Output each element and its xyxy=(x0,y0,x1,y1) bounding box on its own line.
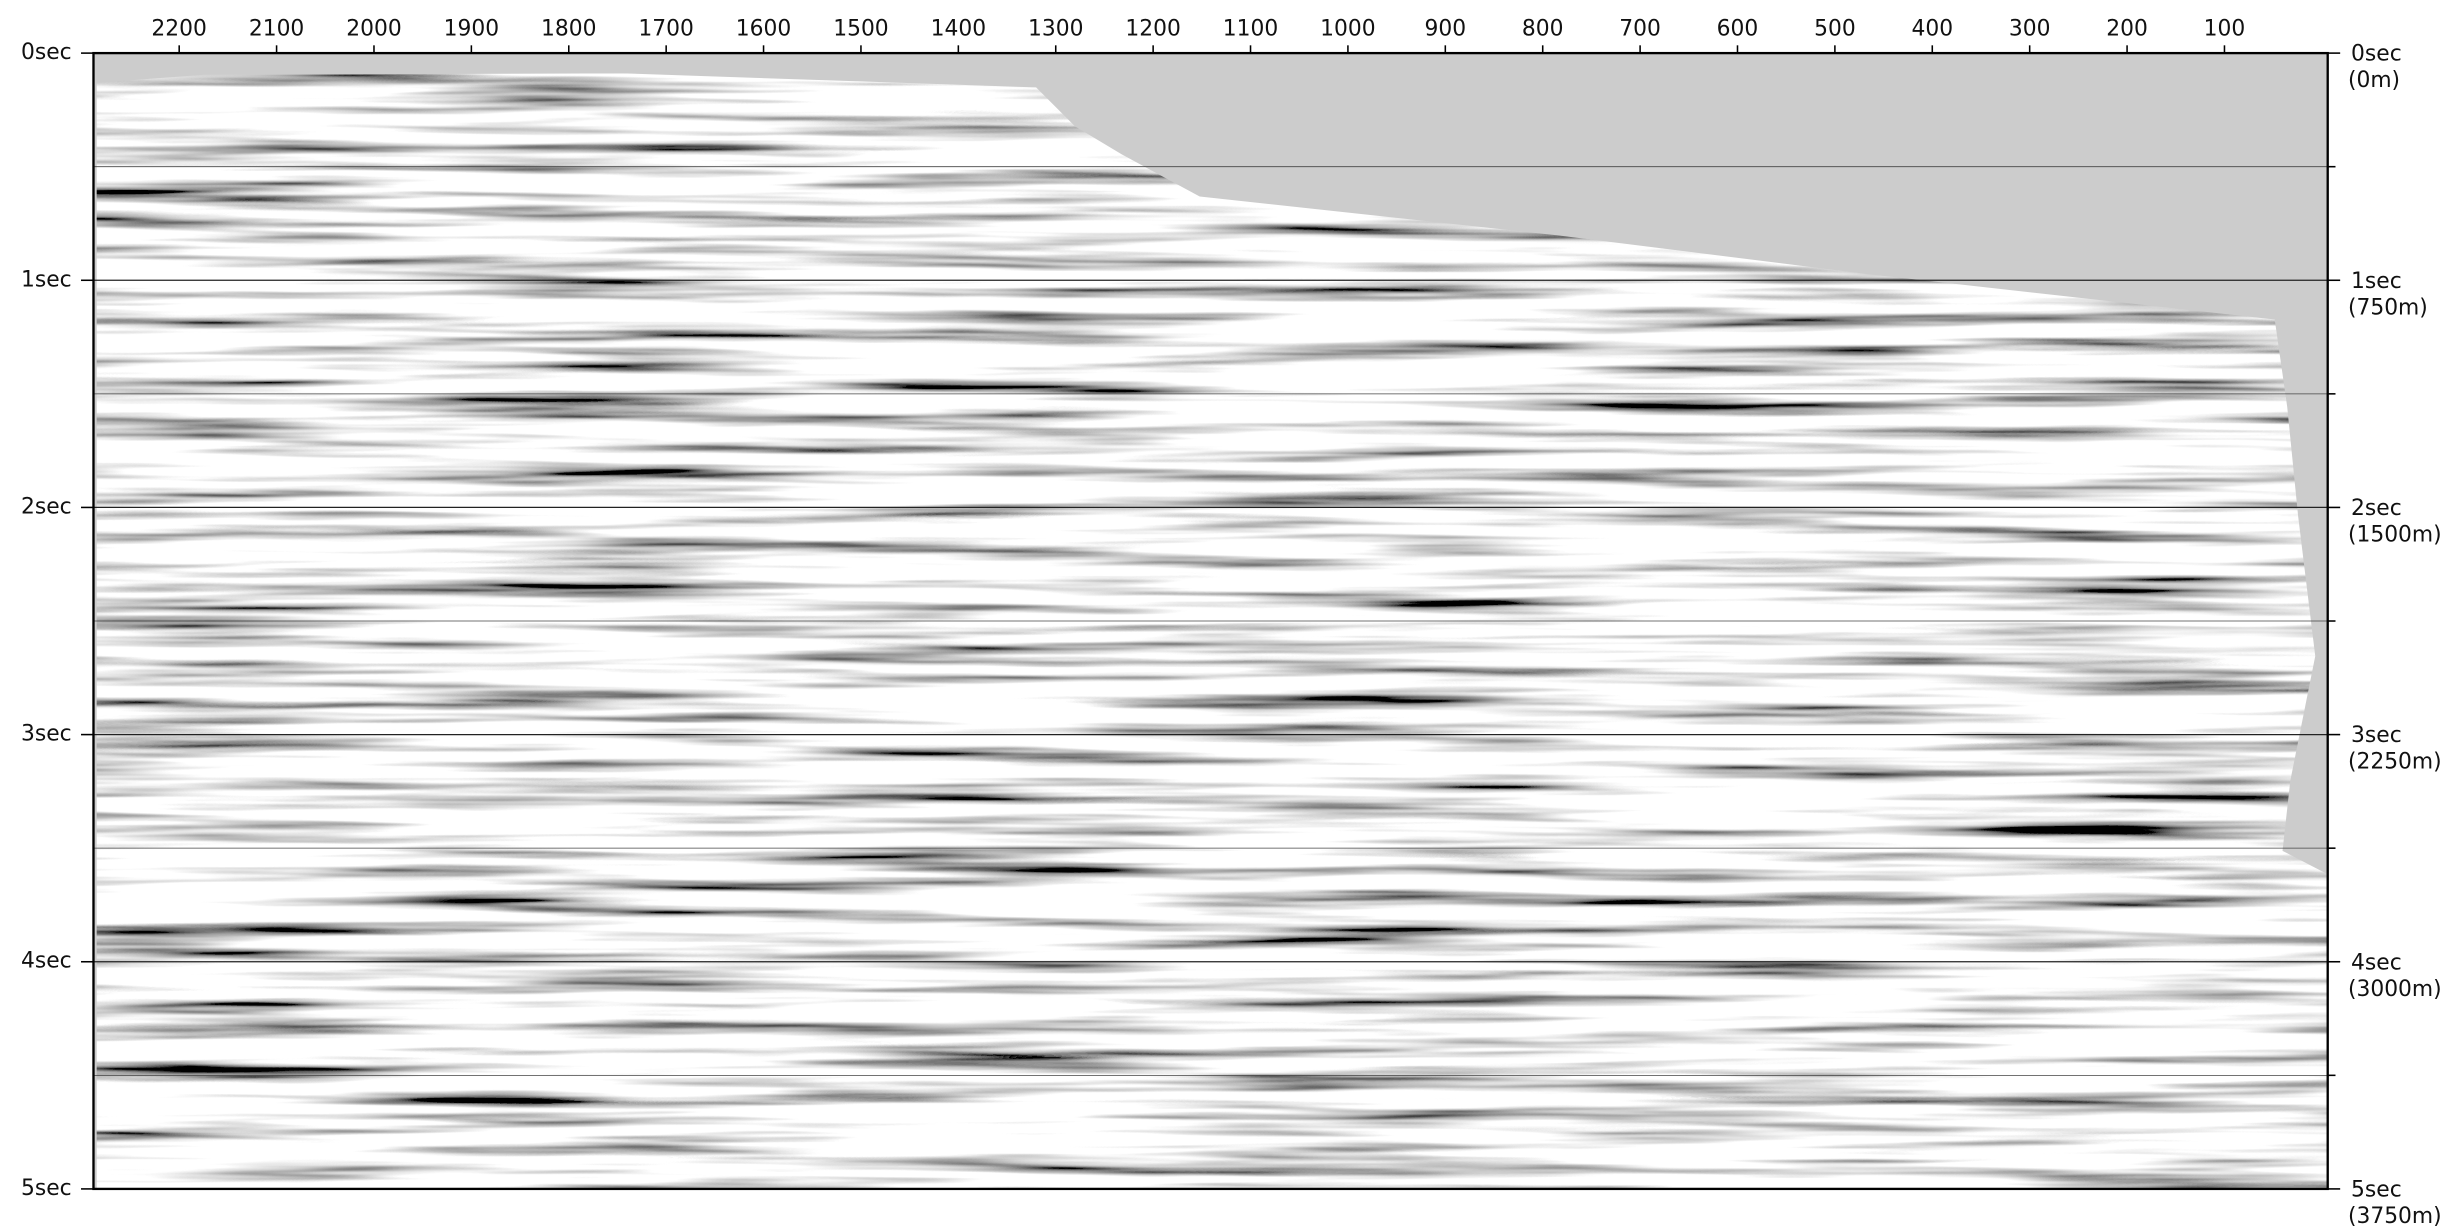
x-tick-label: 700 xyxy=(1619,17,1661,42)
y-tick-label: 0sec xyxy=(21,40,72,65)
x-tick-label: 2200 xyxy=(151,17,206,42)
y2-depth-label: (750m) xyxy=(2348,295,2428,320)
x-tick-label: 900 xyxy=(1425,17,1467,42)
x-tick-label: 400 xyxy=(1911,17,1953,42)
x-tick-label: 600 xyxy=(1717,17,1759,42)
x-tick-label: 1500 xyxy=(833,17,888,42)
y2-tick-label: 0sec xyxy=(2351,42,2402,67)
y-tick-label: 1sec xyxy=(21,267,72,292)
y2-depth-label: (2250m) xyxy=(2348,750,2442,775)
x-tick-label: 1300 xyxy=(1028,17,1083,42)
y2-depth-label: (3000m) xyxy=(2348,977,2442,1002)
x-tick-label: 1000 xyxy=(1320,17,1375,42)
x-tick-label: 800 xyxy=(1522,17,1564,42)
y-tick-label: 4sec xyxy=(21,949,72,974)
x-tick-label: 500 xyxy=(1814,17,1856,42)
y-tick-label: 5sec xyxy=(21,1176,72,1201)
x-tick-label: 1800 xyxy=(541,17,596,42)
y2-tick-label: 4sec xyxy=(2351,950,2402,975)
y-tick-label: 3sec xyxy=(21,722,72,747)
y2-depth-label: (3750m) xyxy=(2348,1204,2442,1228)
x-tick-label: 1700 xyxy=(638,17,693,42)
x-tick-label: 200 xyxy=(2106,17,2148,42)
x-tick-label: 2000 xyxy=(346,17,401,42)
y2-tick-label: 5sec xyxy=(2351,1177,2402,1202)
y2-depth-label: (1500m) xyxy=(2348,522,2442,547)
x-tick-label: 1100 xyxy=(1223,17,1278,42)
y2-depth-label: (0m) xyxy=(2348,68,2400,93)
x-tick-label: 1200 xyxy=(1125,17,1180,42)
y2-tick-label: 2sec xyxy=(2351,496,2402,521)
x-tick-label: 1900 xyxy=(444,17,499,42)
y2-tick-label: 1sec xyxy=(2351,269,2402,294)
y2-tick-label: 3sec xyxy=(2351,723,2402,748)
x-tick-label: 1400 xyxy=(931,17,986,42)
x-tick-label: 2100 xyxy=(249,17,304,42)
x-tick-label: 100 xyxy=(2204,17,2246,42)
x-tick-label: 300 xyxy=(2009,17,2051,42)
x-tick-label: 1600 xyxy=(736,17,791,42)
y-tick-label: 2sec xyxy=(21,494,72,519)
